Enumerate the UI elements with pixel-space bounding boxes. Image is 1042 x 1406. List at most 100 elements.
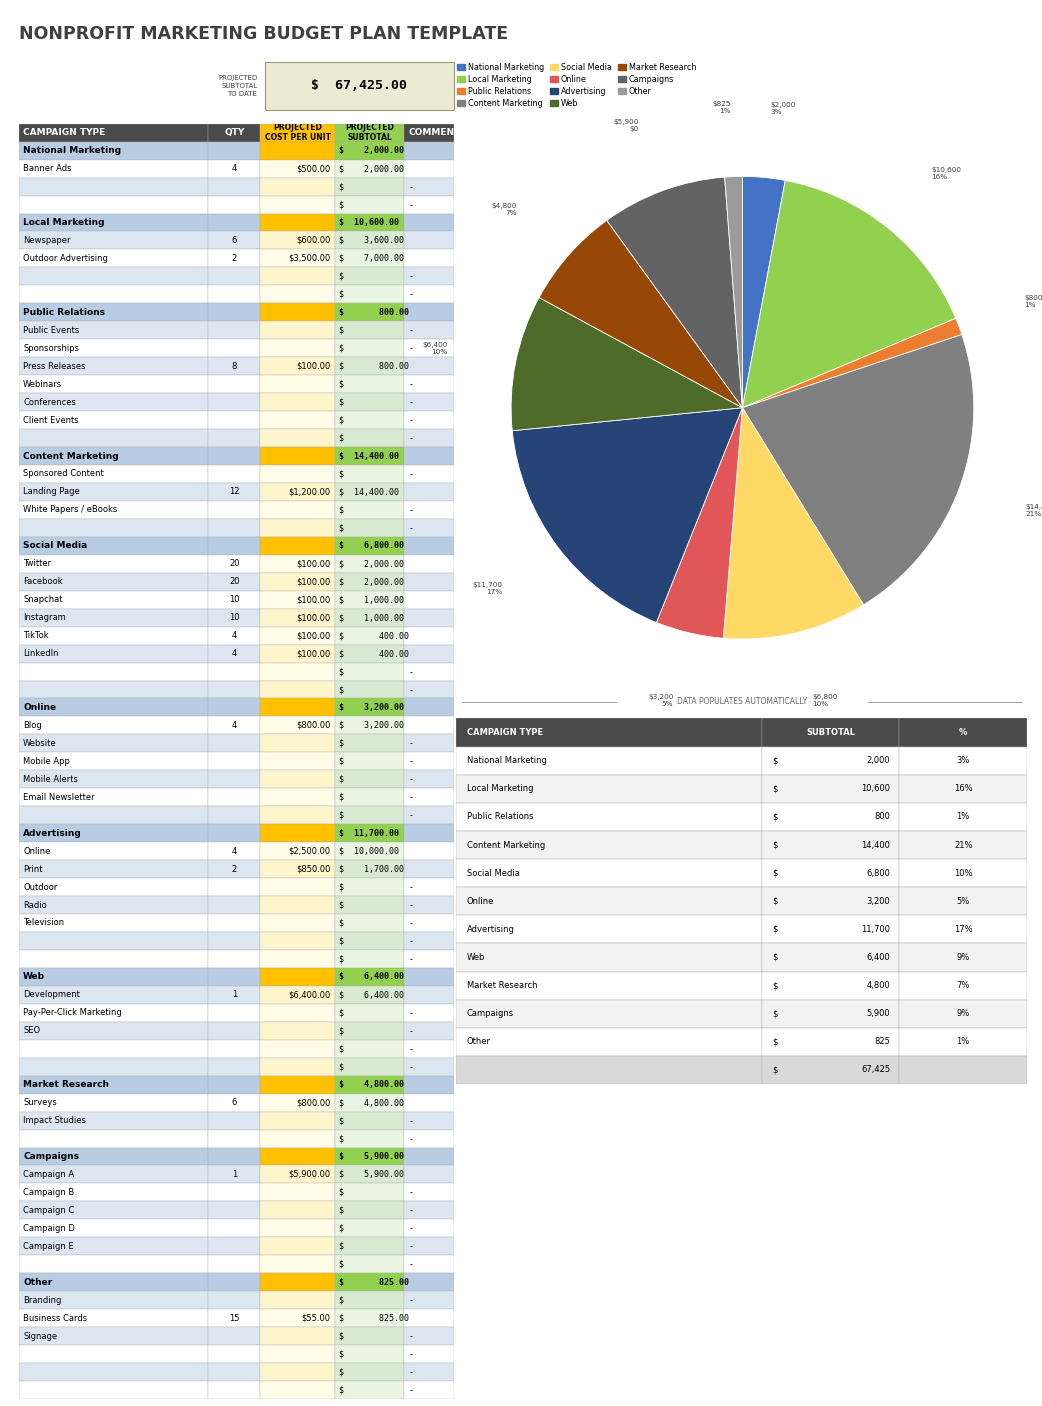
Bar [260,1022,334,1040]
Bar [334,932,404,950]
Bar [404,537,454,555]
Text: Advertising: Advertising [23,828,82,838]
Bar [334,662,404,681]
Bar [260,429,334,447]
Bar [208,339,260,357]
Text: Outdoor: Outdoor [23,883,57,891]
Bar [19,1256,208,1274]
Bar [334,1237,404,1256]
Text: $: $ [772,785,777,793]
Text: 2,000: 2,000 [867,756,890,765]
Bar [19,1022,208,1040]
Text: $             -: $ - [339,936,414,945]
Text: $             -: $ - [339,1206,414,1215]
Bar [334,177,404,195]
Bar [19,896,208,914]
Bar [19,285,208,304]
Bar [456,972,762,1000]
Bar [762,859,899,887]
Bar [260,1237,334,1256]
Bar [762,803,899,831]
Bar [208,322,260,339]
Wedge shape [512,298,742,430]
Bar [260,1309,334,1327]
Bar [404,879,454,896]
Bar [19,734,208,752]
Text: $    4,800.00: $ 4,800.00 [339,1080,404,1090]
Bar [404,394,454,411]
Bar [404,1219,454,1237]
Bar [260,770,334,789]
Text: $             -: $ - [339,793,414,801]
Bar [260,1327,334,1346]
Bar [404,1184,454,1201]
Bar [208,232,260,249]
Bar [19,232,208,249]
Bar [19,609,208,627]
Bar [19,1346,208,1362]
Bar [19,986,208,1004]
Text: Campaigns: Campaigns [23,1152,79,1161]
Bar [899,859,1027,887]
Bar [334,1057,404,1076]
Text: 7%: 7% [957,981,970,990]
Bar [208,734,260,752]
Text: 4: 4 [231,631,237,640]
Bar [762,972,899,1000]
Text: Newspaper: Newspaper [23,236,71,245]
Bar [19,322,208,339]
Bar [334,124,404,142]
Text: 6,400: 6,400 [867,953,890,962]
Bar [334,860,404,879]
Bar [334,699,404,717]
Text: $             -: $ - [339,955,414,963]
Text: $3,500.00: $3,500.00 [288,254,330,263]
Bar [334,1274,404,1291]
Text: Web: Web [23,973,45,981]
Bar [260,734,334,752]
Text: White Papers / eBooks: White Papers / eBooks [23,505,118,515]
Text: Advertising: Advertising [467,925,515,934]
Wedge shape [723,408,864,640]
Bar [208,572,260,591]
Bar [404,1381,454,1399]
Bar [404,214,454,232]
Bar [762,1028,899,1056]
Text: $             -: $ - [339,756,414,766]
Text: $11,700
17%: $11,700 17% [472,582,502,595]
Text: $: $ [772,869,777,877]
Bar [334,879,404,896]
Text: 6,800: 6,800 [867,869,890,877]
Bar [19,1237,208,1256]
Bar [19,1219,208,1237]
Wedge shape [539,221,742,408]
Text: Other: Other [467,1038,491,1046]
Bar [404,986,454,1004]
Text: 10: 10 [229,595,240,605]
Text: $             -: $ - [339,343,414,353]
Bar [404,339,454,357]
Bar [19,644,208,662]
Bar [456,1000,762,1028]
Text: $4,800
7%: $4,800 7% [491,202,517,217]
Bar [260,1040,334,1057]
Bar [208,806,260,824]
Bar [19,1147,208,1166]
Bar [208,177,260,195]
Bar [260,1291,334,1309]
Bar [208,285,260,304]
Text: $850.00: $850.00 [296,865,330,873]
Text: $             -: $ - [339,183,414,191]
Bar [260,501,334,519]
Bar [334,195,404,214]
Bar [19,914,208,932]
Bar [334,465,404,482]
Bar [404,1256,454,1274]
Bar [334,1309,404,1327]
Bar [208,1381,260,1399]
Bar [260,1076,334,1094]
Bar [260,1184,334,1201]
Text: 1: 1 [231,1170,237,1180]
Text: 6: 6 [231,236,237,245]
Bar [404,357,454,375]
